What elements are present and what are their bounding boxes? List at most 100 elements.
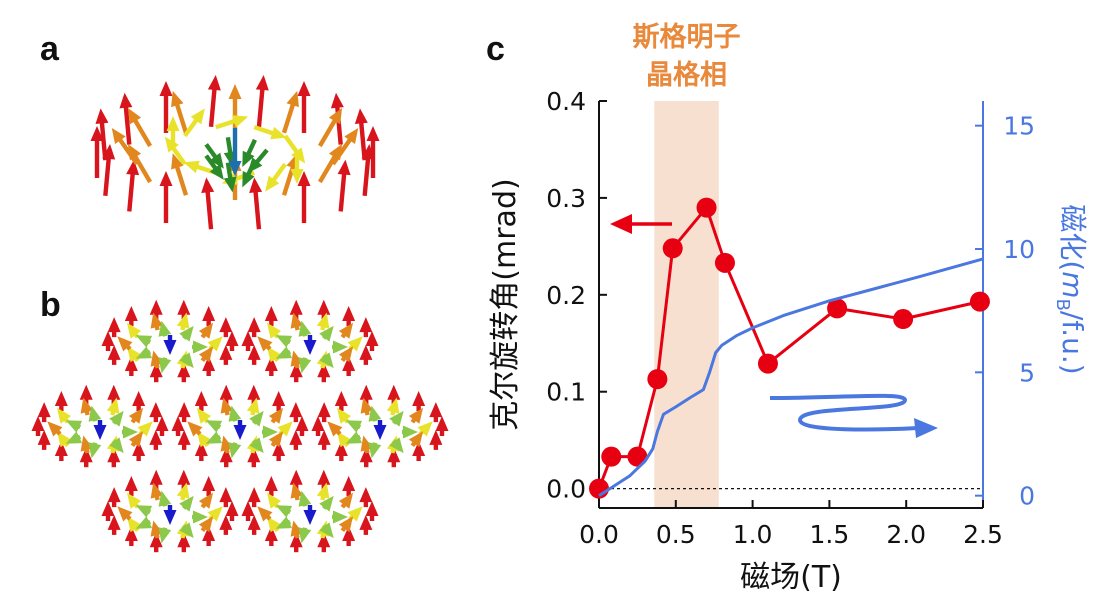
lattice-up-arrow xyxy=(219,487,233,508)
lattice-tilted-arrow xyxy=(80,397,94,416)
spin-up-arrow xyxy=(354,108,368,161)
lattice-core-arrow xyxy=(373,420,387,440)
lattice-up-arrow xyxy=(54,441,68,462)
spin-up-arrow xyxy=(159,80,173,133)
lattice-up-arrow xyxy=(177,429,191,450)
spin-inplane-arrow xyxy=(265,162,287,192)
lattice-tilted-arrow xyxy=(268,407,284,424)
lattice-inplane-arrow xyxy=(179,352,194,369)
lattice-up-arrow xyxy=(412,441,426,462)
lattice-up-arrow xyxy=(359,514,373,535)
lattice-inplane-arrow xyxy=(345,420,363,433)
lattice-up-arrow xyxy=(101,501,115,521)
lattice-up-arrow xyxy=(342,475,356,496)
spin-up-arrow xyxy=(297,171,311,224)
phase-label: 斯格明子 晶格相 xyxy=(633,22,741,91)
spin-core-down-arrow xyxy=(228,128,242,176)
lattice-skyrmion xyxy=(101,299,239,383)
lattice-core-arrow xyxy=(93,420,107,440)
lattice-tilted-arrow xyxy=(338,346,354,363)
lattice-inplane-arrow xyxy=(122,425,138,439)
phase-label-line1: 斯格明子 xyxy=(633,22,741,53)
lattice-tilted-arrow xyxy=(290,312,304,331)
lattice-tilted-arrow xyxy=(198,492,214,509)
y-right-tick-label: 0 xyxy=(1019,482,1035,511)
lattice-up-arrow xyxy=(124,526,138,547)
lattice-up-arrow xyxy=(132,441,146,462)
right-axis-indicator-arrowhead xyxy=(914,418,938,438)
lattice-up-arrow xyxy=(149,362,163,383)
spin-tilted-arrow xyxy=(317,144,343,184)
lattice-inplane-arrow xyxy=(389,437,404,454)
x-tick-label: 0.0 xyxy=(579,520,619,549)
kerr-data-point xyxy=(757,353,778,374)
spin-inplane-arrow xyxy=(166,116,180,150)
y-right-tick-label: 10 xyxy=(1003,235,1035,264)
lattice-up-arrow xyxy=(247,514,261,535)
lattice-up-arrow xyxy=(247,317,261,338)
lattice-up-arrow xyxy=(177,402,191,423)
lattice-tilted-arrow xyxy=(257,336,273,352)
lattice-tilted-arrow xyxy=(150,312,164,331)
spin-up-arrow xyxy=(95,108,109,161)
lattice-up-arrow xyxy=(31,416,45,436)
lattice-up-arrow xyxy=(247,447,261,468)
lattice-up-arrow xyxy=(124,305,138,326)
lattice-up-arrow xyxy=(149,429,163,450)
lattice-tilted-arrow xyxy=(128,431,144,448)
kerr-data-point xyxy=(714,252,735,273)
lattice-inplane-arrow xyxy=(135,346,153,359)
lattice-up-arrow xyxy=(334,441,348,462)
lattice-skyrmion xyxy=(241,299,379,383)
lattice-inplane-arrow xyxy=(249,410,264,427)
spin-up-arrow xyxy=(255,75,269,127)
lattice-skyrmion xyxy=(31,384,169,468)
lattice-tilted-arrow xyxy=(198,322,214,339)
lattice-tilted-arrow xyxy=(47,421,63,437)
spin-up-arrow xyxy=(90,126,104,178)
lattice-up-arrow xyxy=(429,429,443,450)
lattice-up-arrow xyxy=(289,532,303,553)
lattice-core-arrow xyxy=(163,335,177,355)
lattice-up-arrow xyxy=(295,416,309,436)
lattice-inplane-arrow xyxy=(205,420,223,433)
lattice-up-arrow xyxy=(202,356,216,377)
y-left-tick-label: 0.4 xyxy=(546,87,586,116)
y-axis-left-label: 克尔旋转角(mrad) xyxy=(488,178,523,430)
lattice-inplane-arrow xyxy=(275,335,293,348)
lattice-tilted-arrow xyxy=(220,397,234,416)
lattice-up-arrow xyxy=(289,362,303,383)
lattice-inplane-arrow xyxy=(402,425,418,439)
lattice-skyrmion xyxy=(171,384,309,468)
lattice-tilted-arrow xyxy=(187,421,203,437)
spin-up-arrow xyxy=(207,75,221,127)
x-axis-label: 磁场(T) xyxy=(740,560,842,595)
lattice-up-arrow xyxy=(225,331,239,351)
spin-tilted-arrow xyxy=(171,90,189,134)
lattice-up-arrow xyxy=(155,416,169,436)
spin-tilted-arrow xyxy=(317,108,343,148)
lattice-up-arrow xyxy=(132,390,146,411)
lattice-tilted-arrow xyxy=(198,516,214,533)
lattice-up-arrow xyxy=(219,514,233,535)
lattice-up-arrow xyxy=(124,475,138,496)
lattice-up-arrow xyxy=(317,429,331,450)
kerr-data-point xyxy=(696,197,717,218)
lattice-core-arrow xyxy=(233,420,247,440)
lattice-tilted-arrow xyxy=(257,506,273,522)
lattice-tilted-arrow xyxy=(117,336,133,352)
lattice-up-arrow xyxy=(342,526,356,547)
lattice-tilted-arrow xyxy=(408,407,424,424)
lattice-inplane-arrow xyxy=(389,410,404,427)
lattice-up-arrow xyxy=(219,317,233,338)
y-left-tick-label: 0.0 xyxy=(546,475,586,504)
spin-tilted-down-arrow xyxy=(223,162,237,193)
lattice-up-arrow xyxy=(241,331,255,351)
kerr-data-point xyxy=(893,309,914,330)
lattice-up-arrow xyxy=(359,487,373,508)
spin-inplane-arrow xyxy=(290,150,304,184)
lattice-up-arrow xyxy=(202,475,216,496)
spin-up-arrow xyxy=(337,159,351,212)
